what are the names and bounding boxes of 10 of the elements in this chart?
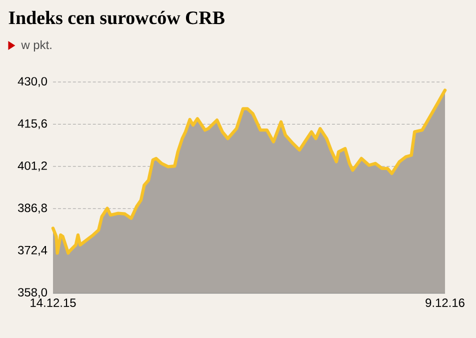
y-tick-label: 386,8 <box>18 204 47 214</box>
y-tick-label: 401,2 <box>18 161 47 172</box>
y-tick-label: 430,0 <box>18 77 48 87</box>
chart-title: Indeks cen surowców CRB <box>8 10 224 24</box>
y-tick-label: 415,6 <box>18 119 47 130</box>
chart-subtitle: w pkt. <box>21 40 52 52</box>
y-tick-label: 358,0 <box>18 288 48 298</box>
x-tick-label: 9.12.16 <box>426 298 464 307</box>
x-tick-label: 14.12.15 <box>30 298 76 307</box>
y-tick-label: 372,4 <box>18 246 48 256</box>
